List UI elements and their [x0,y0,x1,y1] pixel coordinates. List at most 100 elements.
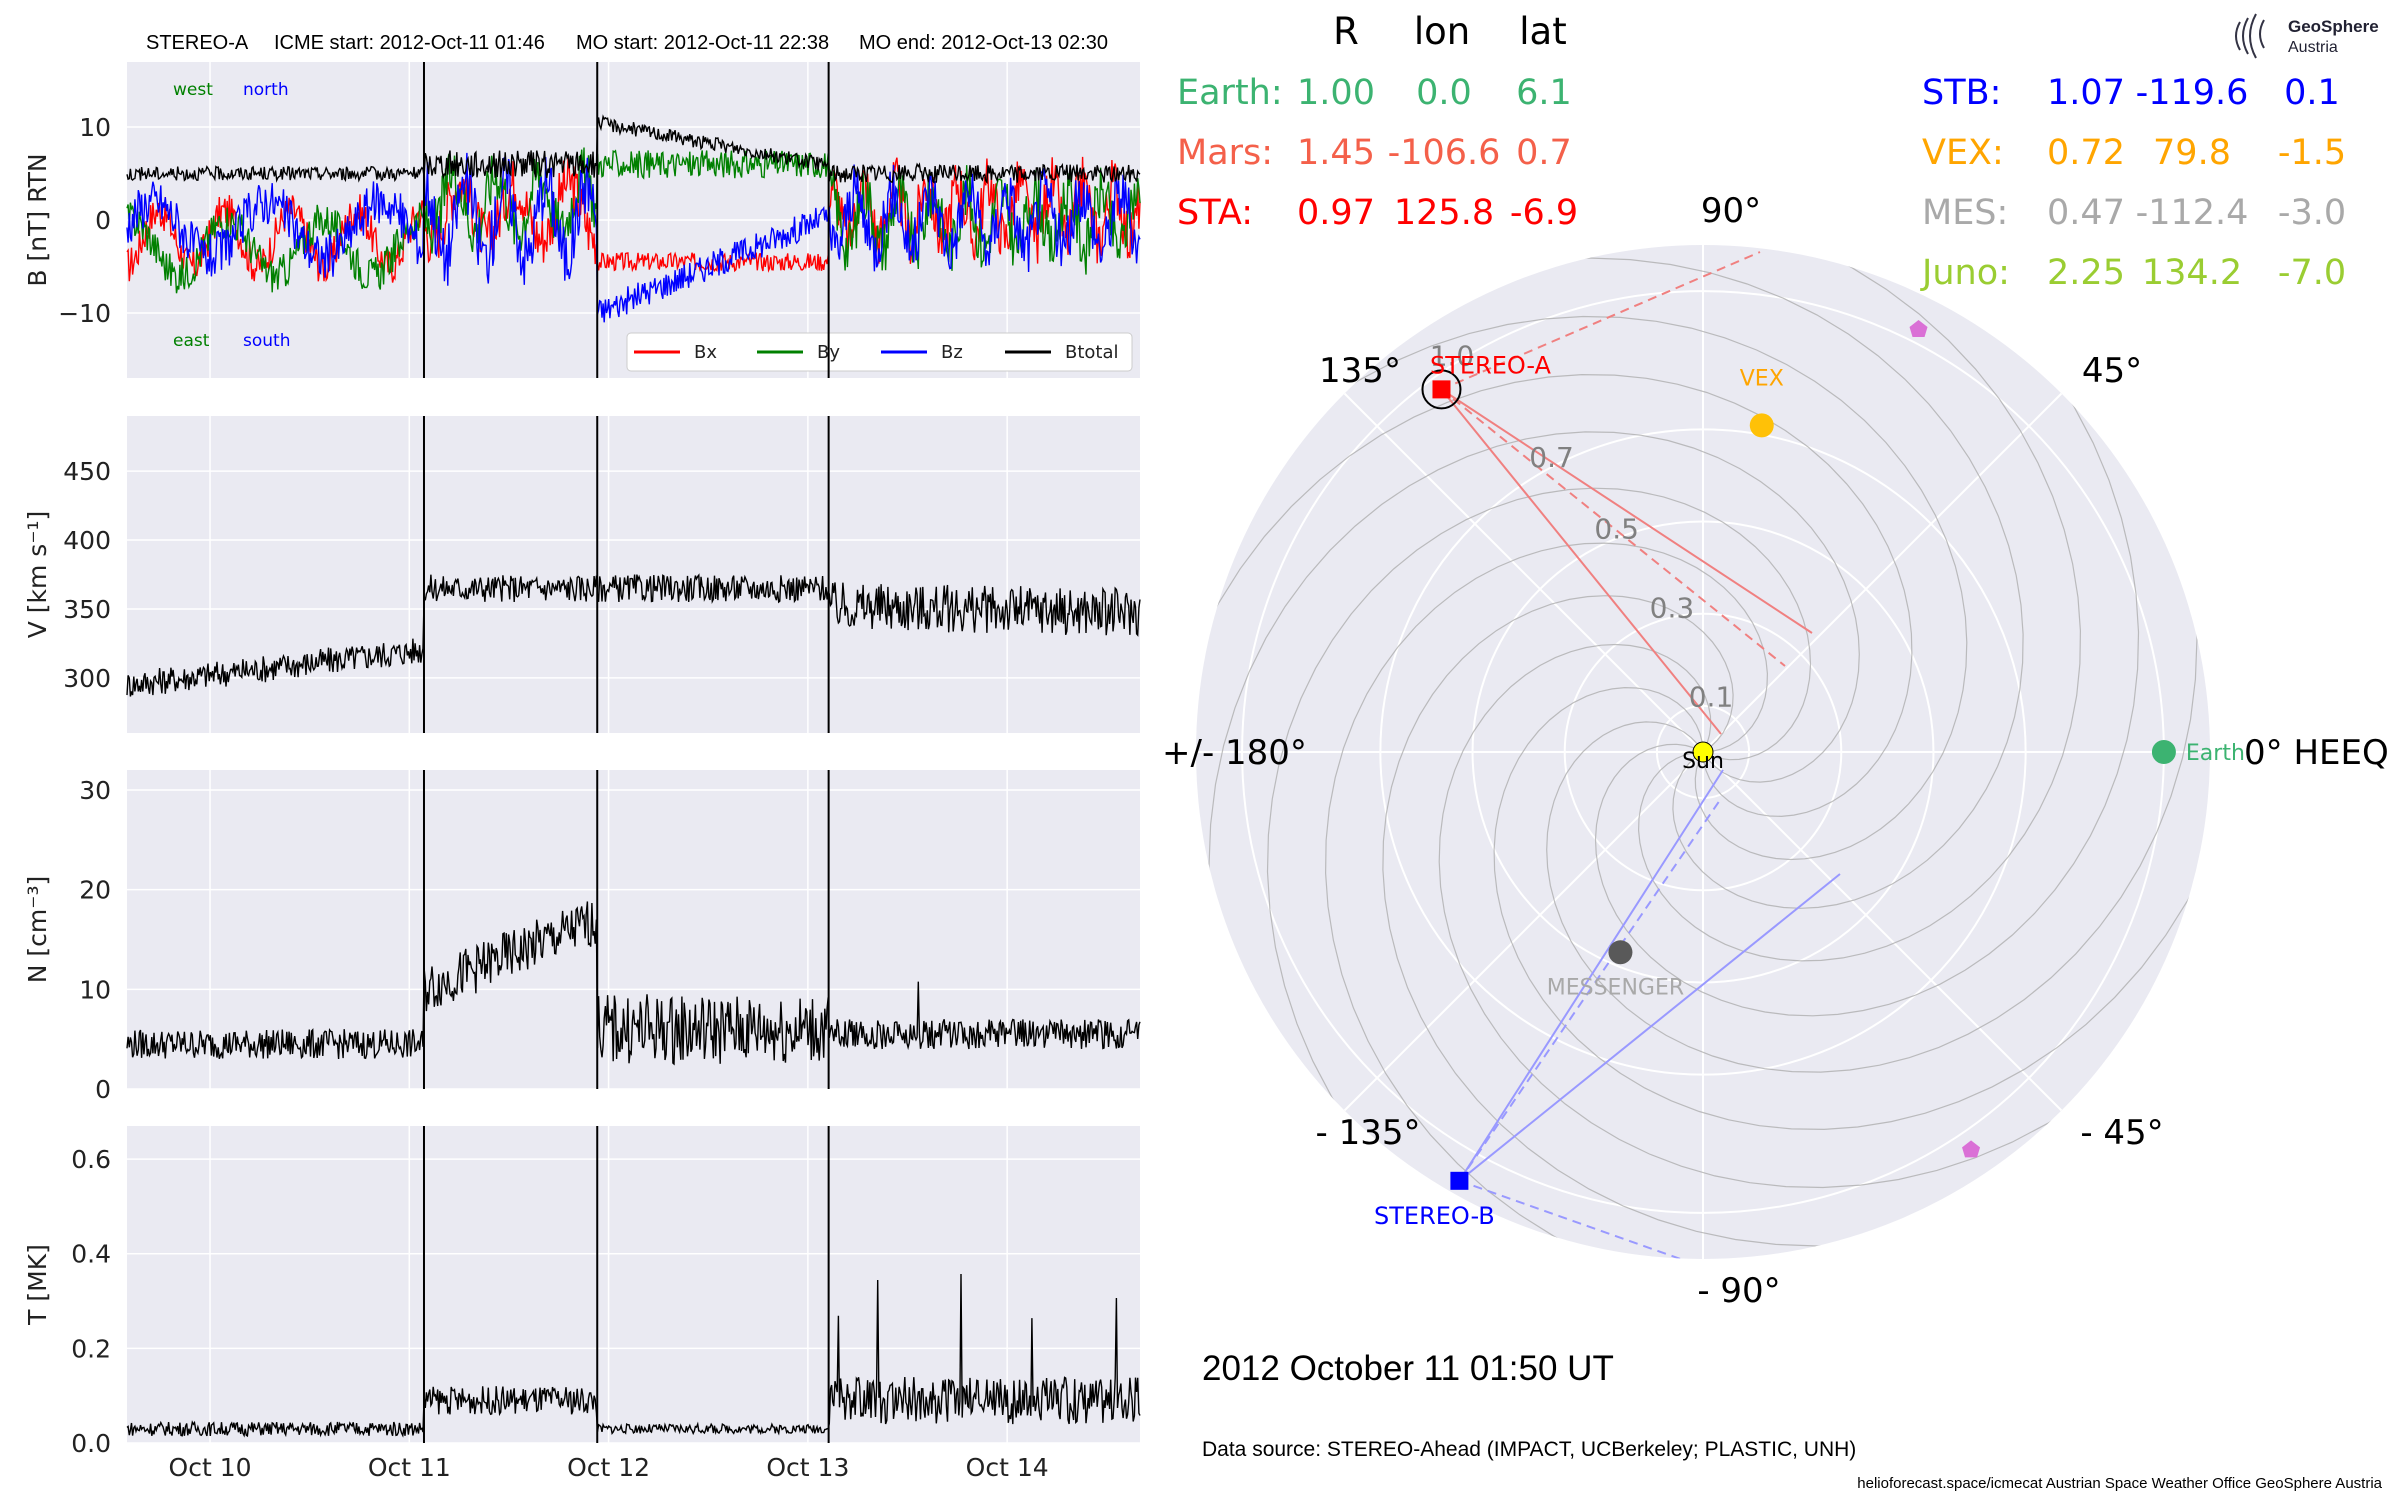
panel-background [127,1126,1140,1443]
row-lat: -7.0 [2278,253,2346,293]
parker-spiral-line [1594,245,2140,1017]
y-tick-label: 30 [79,776,111,805]
panel-1: 450 400 350 300 V [km s⁻¹] [23,416,1141,733]
sta-fieldline [1440,388,1722,735]
y-axis-label: B [nT] RTN [23,153,52,286]
table-row: VEX: 0.72 79.8 -1.5 [1922,133,2346,173]
row-name: Juno: [1920,253,2010,293]
timestamp: 2012 October 11 01:50 UT [1202,1349,1614,1388]
panel-background [127,416,1140,733]
stereo-b-label: STEREO-B [1374,1202,1495,1230]
legend-box [626,332,1133,372]
earth-marker [2151,740,2176,764]
stereo-a-label: STEREO-A [1430,351,1552,379]
y-tick-label: 0.4 [71,1240,111,1269]
row-lon: 0.0 [1416,73,1472,113]
stb-fieldline-dashed [1459,1179,1741,1259]
parker-spiral-line [1336,257,2024,909]
row-lon: 125.8 [1394,193,1494,233]
legend-label-btotal: Btotal [1065,342,1119,363]
parker-spiral-line [1196,373,1913,856]
table-header-r: R [1333,10,1359,53]
parker-spiral-line [1208,431,1860,1119]
row-name: STB: [1922,73,2001,113]
row-name: Earth: [1177,73,1283,113]
radial-label: 0.5 [1594,512,1639,545]
credits: helioforecast.space/icmecat Austrian Spa… [1857,1475,2382,1492]
y-tick-label: 10 [79,975,111,1004]
x-tick-label: Oct 13 [766,1453,849,1482]
logo-line1: GeoSphere [2288,17,2379,36]
row-lat: 0.1 [2284,73,2340,113]
polar-plot: 1.0 0.7 0.5 0.3 0.1 90° 135° 45° +/- 180° 0° HEEQ… [1162,191,2389,1311]
row-name: MES: [1922,193,2008,233]
y-tick-label: 0.0 [71,1429,111,1458]
sun-marker [1692,741,1714,763]
angle-label-a45: 45° [2082,351,2142,391]
header-mo-end: MO end: 2012-Oct-13 02:30 [859,32,1108,54]
row-r: 0.72 [2047,133,2125,173]
y-tick-label: 0 [95,1075,111,1104]
data-source: Data source: STEREO-Ahead (IMPACT, UCBer… [1202,1438,1856,1461]
row-name: VEX: [1922,133,2004,173]
parker-spiral-line [1546,385,2198,1073]
planet-marker-icon [1962,1140,1981,1158]
row-lat: -1.5 [2278,133,2346,173]
angle-label-a0: 0° HEEQ [2244,733,2389,773]
radial-label: 0.7 [1529,441,1574,474]
angular-grid-line [1343,751,1704,1112]
table-row: STB: 1.07 -119.6 0.1 [1922,73,2340,113]
parker-spiral-line [1196,315,1968,861]
sun-label: Sun [1682,749,1724,774]
logo: GeoSphere Austria [2235,13,2379,59]
messenger-marker [1608,940,1633,965]
row-lat: -6.9 [1510,193,1578,233]
y-tick-label: 20 [79,876,111,905]
stereo-a-ring [1421,369,1462,410]
y-tick-label: 0.2 [71,1334,111,1363]
y-tick-label: 300 [63,664,111,693]
angle-label-a90: 90° [1701,191,1761,231]
label-east: east [173,331,210,351]
series-by-line [126,147,1141,294]
legend-label-bz: Bz [941,342,963,363]
row-lon: 79.8 [2153,133,2231,173]
y-tick-label: 0.6 [71,1145,111,1174]
series-n-line [126,901,1141,1066]
vex-label: VEX [1740,366,1784,391]
stereo-b-marker [1450,1171,1469,1190]
geosphere-logo-icon [2235,13,2265,59]
row-r: 2.25 [2047,253,2125,293]
row-lon: 134.2 [2142,253,2242,293]
angle-label-am90: - 90° [1697,1271,1780,1311]
row-name: Mars: [1177,133,1273,173]
x-tick-label: Oct 11 [368,1453,451,1482]
row-r: 1.45 [1297,133,1375,173]
angle-label-a135: 135° [1319,351,1401,391]
label-south: south [243,331,290,351]
y-axis-label: T [MK] [23,1244,52,1326]
angle-label-am45: - 45° [2080,1113,2163,1153]
y-tick-label: 0 [95,206,111,235]
angle-label-a180: +/- 180° [1162,733,1307,773]
angular-grid-line [1702,392,2063,753]
row-lon: -119.6 [2136,73,2249,113]
parker-spiral-line [1324,542,1807,1259]
header-spacecraft: STEREO-A [146,32,249,54]
table-row: Earth: 1.00 0.0 6.1 [1177,73,1572,113]
table-row: STA: 0.97 125.8 -6.9 [1177,193,1578,233]
panel-3: 0.6 0.4 0.2 0.0 T [MK] [23,1126,1141,1458]
y-axis-label: N [cm⁻³] [23,876,52,983]
y-tick-label: 400 [63,526,111,555]
sta-fieldline [1440,388,1813,634]
row-name: STA: [1177,193,1253,233]
sta-fieldline-dashed [1440,388,1786,667]
legend-label-bx: Bx [694,342,717,363]
radial-label: 1.0 [1430,339,1475,372]
parker-spiral-line [1438,643,2210,1189]
parker-spiral-line [1382,595,2070,1247]
legend: Bx By Bz Btotal [626,332,1133,372]
y-tick-label: 450 [63,457,111,486]
